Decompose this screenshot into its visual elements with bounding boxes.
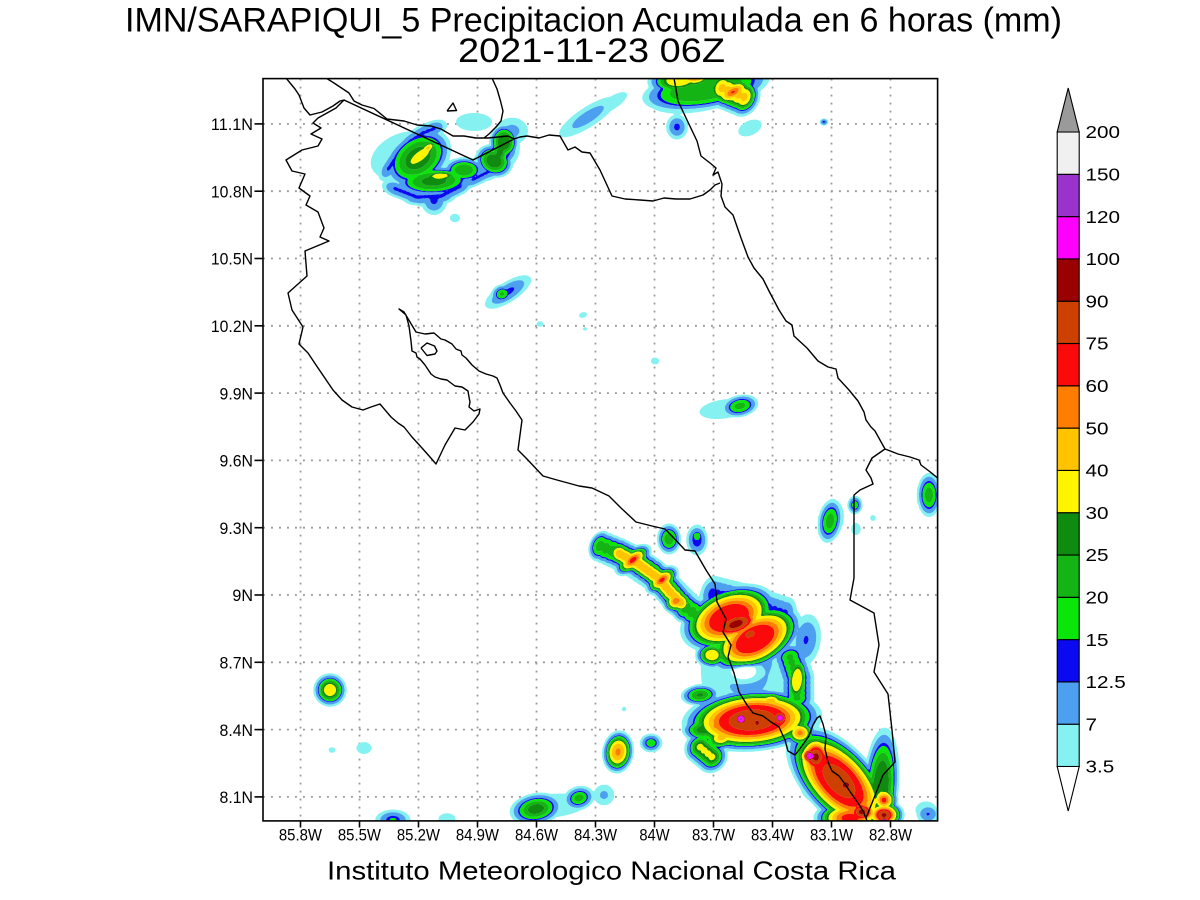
svg-text:84.9W: 84.9W <box>456 826 499 845</box>
svg-text:9.9N: 9.9N <box>220 384 254 403</box>
svg-text:40: 40 <box>1086 461 1109 481</box>
svg-text:83.1W: 83.1W <box>810 826 853 845</box>
svg-text:85.5W: 85.5W <box>338 826 381 845</box>
svg-text:83.4W: 83.4W <box>751 826 794 845</box>
svg-text:10.2N: 10.2N <box>211 317 253 336</box>
svg-text:8.7N: 8.7N <box>220 654 254 673</box>
svg-text:50: 50 <box>1086 418 1109 438</box>
svg-text:30: 30 <box>1086 503 1109 523</box>
svg-text:84.6W: 84.6W <box>515 826 558 845</box>
svg-text:9.6N: 9.6N <box>220 452 254 471</box>
svg-text:8.4N: 8.4N <box>220 721 254 740</box>
svg-text:83.7W: 83.7W <box>692 826 735 845</box>
svg-text:IMN/SARAPIQUI_5 Precipitacion: IMN/SARAPIQUI_5 Precipitacion Acumulada … <box>125 2 1062 40</box>
svg-text:12.5: 12.5 <box>1086 672 1126 692</box>
svg-text:20: 20 <box>1086 588 1109 608</box>
svg-text:120: 120 <box>1086 207 1121 227</box>
svg-text:10.5N: 10.5N <box>211 250 253 269</box>
svg-text:8.1N: 8.1N <box>220 788 254 807</box>
svg-text:85.2W: 85.2W <box>397 826 440 845</box>
svg-text:100: 100 <box>1086 249 1121 269</box>
svg-text:9N: 9N <box>232 586 253 605</box>
svg-text:Instituto Meteorologico Nacion: Instituto Meteorologico Nacional Costa R… <box>327 856 897 886</box>
svg-text:90: 90 <box>1086 291 1109 311</box>
svg-text:10.8N: 10.8N <box>211 182 253 201</box>
svg-text:9.3N: 9.3N <box>220 519 254 538</box>
svg-text:85.8W: 85.8W <box>279 826 322 845</box>
svg-text:84W: 84W <box>639 826 669 845</box>
svg-text:60: 60 <box>1086 376 1109 396</box>
svg-text:150: 150 <box>1086 165 1121 185</box>
svg-text:25: 25 <box>1086 545 1109 565</box>
svg-text:200: 200 <box>1086 122 1121 142</box>
svg-text:75: 75 <box>1086 334 1109 354</box>
svg-text:11.1N: 11.1N <box>211 115 253 134</box>
svg-text:15: 15 <box>1086 630 1109 650</box>
svg-text:2021-11-23 06Z: 2021-11-23 06Z <box>458 32 725 70</box>
svg-text:82.8W: 82.8W <box>869 826 912 845</box>
svg-text:3.5: 3.5 <box>1086 757 1115 777</box>
svg-text:7: 7 <box>1086 714 1098 734</box>
svg-text:84.3W: 84.3W <box>574 826 617 845</box>
